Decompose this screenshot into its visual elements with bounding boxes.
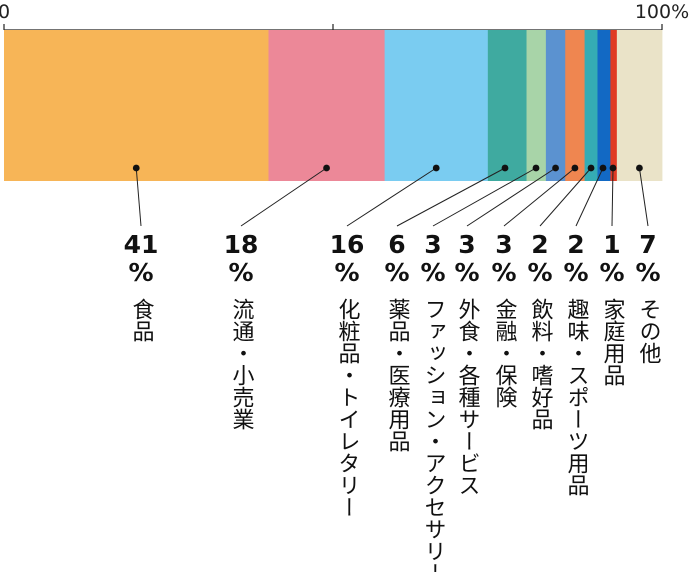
leader-line <box>432 167 537 227</box>
leader-dot <box>432 164 440 172</box>
value-unit: % <box>228 258 253 287</box>
value-unit: % <box>334 258 359 287</box>
category-label: 趣味・スポーツ用品 <box>564 298 590 496</box>
leader-dot <box>571 164 579 172</box>
leader-line <box>611 167 614 227</box>
leader-line <box>135 167 142 227</box>
bar-segment <box>584 30 598 181</box>
value-unit: % <box>599 258 624 287</box>
category-label: 食品 <box>129 298 155 342</box>
value-label: 2 <box>567 230 584 259</box>
bar-segment <box>545 30 566 181</box>
bar-segment <box>565 30 585 181</box>
leader-dot <box>132 164 140 172</box>
value-label: 6 <box>388 230 405 259</box>
leader-dot <box>532 164 540 172</box>
leader-dot <box>323 164 330 172</box>
value-unit: % <box>454 258 479 287</box>
bar-segment <box>616 30 663 181</box>
value-unit: % <box>491 258 516 287</box>
leader-line <box>240 167 327 227</box>
value-label: 16 <box>330 230 365 259</box>
leader-dot <box>587 164 595 172</box>
leader-line <box>638 167 649 227</box>
value-label: 2 <box>531 230 548 259</box>
value-unit: % <box>128 258 153 287</box>
leader-line <box>396 167 506 227</box>
leader-dot <box>552 164 559 172</box>
leader-dot <box>609 164 617 172</box>
category-label: 金融・保険 <box>492 298 518 408</box>
value-unit: % <box>527 258 552 287</box>
value-label: 3 <box>424 230 441 259</box>
bar-segment <box>487 30 527 181</box>
leader-line <box>503 167 576 227</box>
leader-line <box>466 167 556 227</box>
value-label: 18 <box>224 230 259 259</box>
leader-line <box>539 167 592 227</box>
bar-segment <box>268 30 386 181</box>
bar-segment <box>597 30 611 181</box>
value-unit: % <box>563 258 588 287</box>
value-unit: % <box>420 258 445 287</box>
leader-line <box>575 167 604 227</box>
value-label: 3 <box>458 230 475 259</box>
category-label: 薬品・医療用品 <box>385 298 411 452</box>
bar-segment <box>4 30 269 181</box>
category-label: 飲料・嗜好品 <box>528 298 554 430</box>
category-label: 家庭用品 <box>600 298 626 386</box>
bar-segment <box>384 30 489 181</box>
leader-dot <box>501 164 509 172</box>
value-label: 1 <box>603 230 620 259</box>
axis-tick-label-end: 100% <box>635 1 689 23</box>
value-unit: % <box>384 258 409 287</box>
category-label: 流通・小売業 <box>229 298 255 430</box>
bar-segment <box>526 30 547 181</box>
value-label: 41 <box>124 230 159 259</box>
value-unit: % <box>635 258 660 287</box>
category-label: 外食・各種サービス <box>455 298 481 496</box>
category-label: その他 <box>636 298 662 364</box>
value-label: 3 <box>495 230 512 259</box>
leader-dot <box>636 164 643 172</box>
leader-dot <box>599 164 607 172</box>
axis-tick-label-start: 0 <box>0 1 10 23</box>
category-label: ファッション・アクセサリー <box>421 298 446 572</box>
value-label: 7 <box>639 230 656 259</box>
category-label: 化粧品・トイレタリー <box>335 298 361 518</box>
leader-line <box>346 167 437 227</box>
bar-segment <box>610 30 618 181</box>
